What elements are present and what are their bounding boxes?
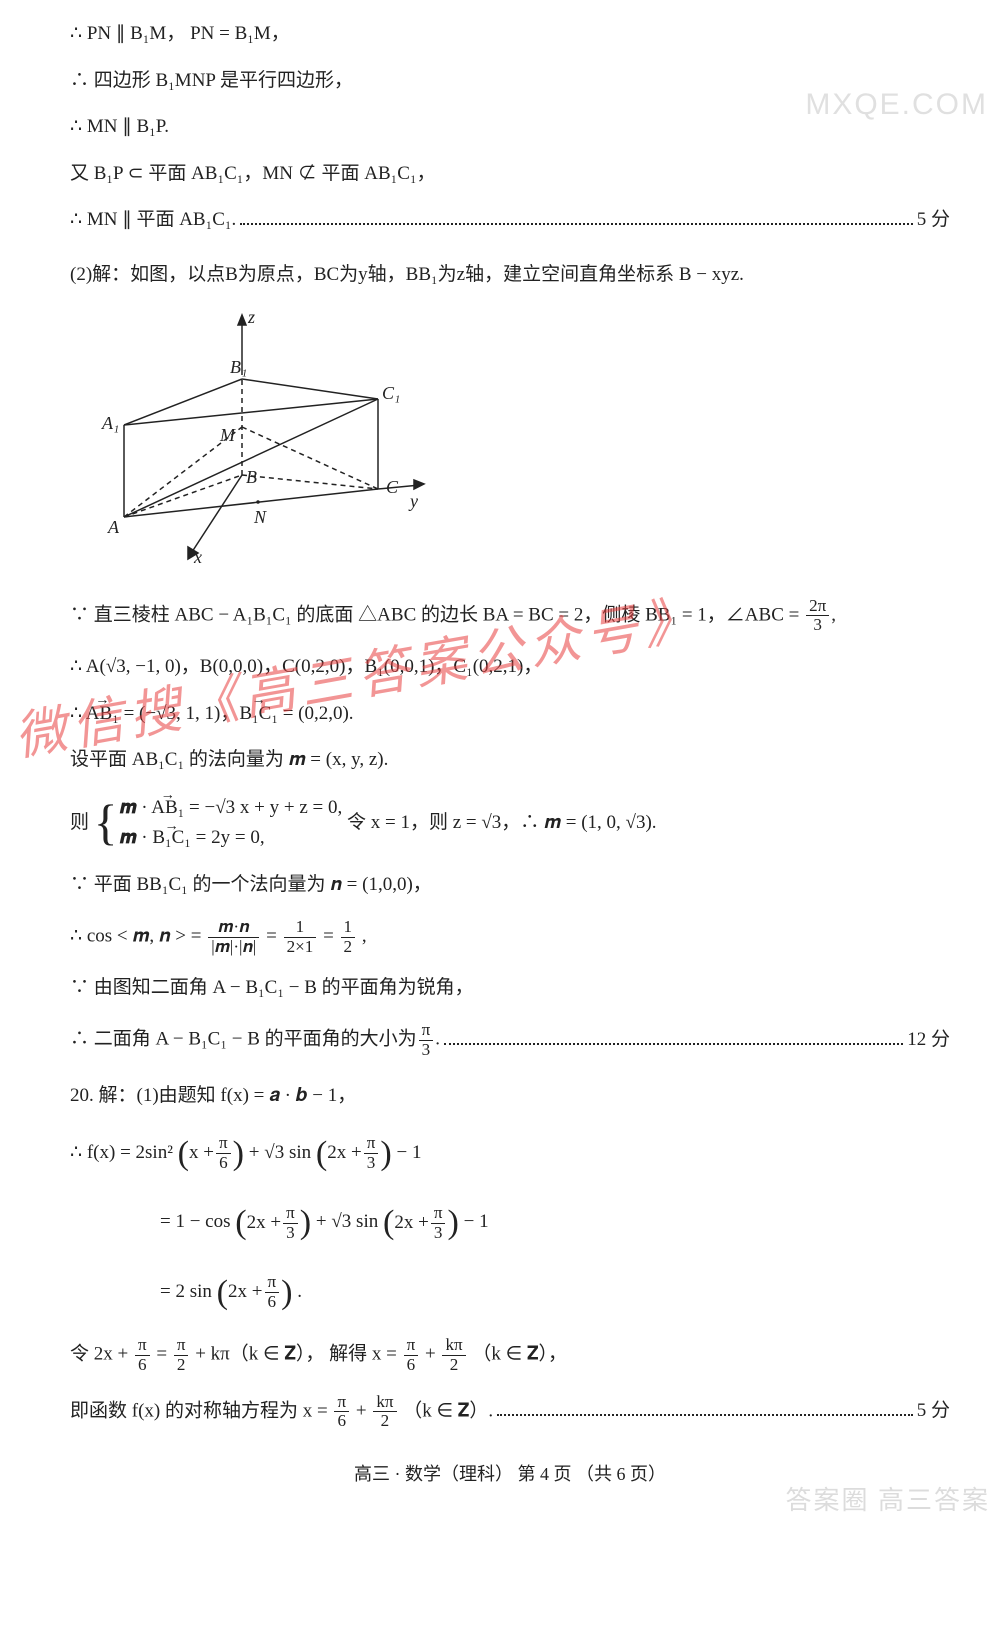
svg-text:N: N — [253, 507, 267, 527]
scored-line: 即函数 f(x) 的对称轴方程为 x = π6 + kπ2 （k ∈ 𝐙）. 5… — [70, 1393, 950, 1432]
math-line: ∵ 平面 BB₁C₁ 的一个法向量为 𝒏 = (1,0,0)， — [70, 871, 950, 900]
leader-dots — [497, 1399, 913, 1416]
math-line: 令 2x + π6 = π2 + kπ（k ∈ 𝐙）， 解得 x = π6 + … — [70, 1336, 950, 1375]
proof-line: ∴ 四边形 B₁MNP 是平行四边形， — [70, 67, 950, 96]
math-line: ∵ 由图知二面角 A − B₁C₁ − B 的平面角为锐角， — [70, 974, 950, 1003]
math-line: = 2 sin (2x + π6) . — [70, 1267, 950, 1318]
svg-text:x: x — [193, 547, 202, 567]
svg-text:A₁: A₁ — [101, 413, 119, 433]
svg-text:z: z — [247, 307, 255, 327]
part-2-intro: (2)解：如图，以点B为原点，BC为y轴，BB₁为z轴，建立空间直角坐标系 B … — [70, 261, 950, 290]
proof-line: ∴ PN ∥ B₁M， PN = B₁M， — [70, 20, 950, 49]
math-line: 则 { 𝒎 · AB₁ = −√3 x + y + z = 0, 𝒎 · B₁C… — [70, 793, 950, 854]
math-line: ∴ AB₁ = (−√3, 1, 1)，B₁C₁ = (0,2,0). — [70, 700, 950, 729]
scored-line: ∴ MN ∥ 平面 AB₁C₁. 5 分 — [70, 206, 950, 235]
proof-line: ∴ MN ∥ B₁P. — [70, 113, 950, 142]
svg-text:M: M — [219, 425, 236, 445]
score-points: 5 分 — [917, 1397, 950, 1426]
score-points: 5 分 — [917, 206, 950, 235]
score-points: 12 分 — [907, 1026, 950, 1055]
leader-dots — [444, 1028, 903, 1045]
proof-line: 又 B₁P ⊂ 平面 AB₁C₁，MN ⊄ 平面 AB₁C₁， — [70, 160, 950, 189]
question-20-header: 20. 解：(1)由题知 f(x) = 𝒂 · 𝒃 − 1， — [70, 1082, 950, 1111]
svg-text:B₁: B₁ — [230, 357, 247, 377]
proof-text: ∴ MN ∥ 平面 AB₁C₁. — [70, 206, 236, 235]
svg-text:y: y — [408, 491, 418, 511]
watermark-footer: 答案圈 高三答案 — [785, 1481, 990, 1520]
math-line: ∵ 直三棱柱 ABC − A₁B₁C₁ 的底面 △ABC 的边长 BA = BC… — [70, 597, 950, 636]
svg-text:B: B — [246, 467, 257, 487]
svg-text:C: C — [386, 477, 399, 497]
leader-dots — [240, 208, 912, 225]
scored-line: ∴ 二面角 A − B₁C₁ − B 的平面角的大小为π3. 12 分 — [70, 1021, 950, 1060]
math-line: ∴ f(x) = 2sin² (x + π6) + √3 sin (2x + π… — [70, 1128, 950, 1179]
math-line: = 1 − cos (2x + π3) + √3 sin (2x + π3) −… — [70, 1197, 950, 1248]
math-line: ∴ cos < 𝒎, 𝒏 > = 𝒎·𝒏|𝒎|·|𝒏| = 12×1 = 12 … — [70, 918, 950, 957]
math-line: ∴ A(√3, −1, 0)，B(0,0,0)，C(0,2,0)，B₁(0,0,… — [70, 653, 950, 682]
prism-diagram: z B₁ C₁ A₁ M B C A N y x — [90, 307, 950, 577]
svg-text:A: A — [107, 517, 120, 537]
svg-text:C₁: C₁ — [382, 383, 400, 403]
math-line: 设平面 AB₁C₁ 的法向量为 𝒎 = (x, y, z). — [70, 746, 950, 775]
